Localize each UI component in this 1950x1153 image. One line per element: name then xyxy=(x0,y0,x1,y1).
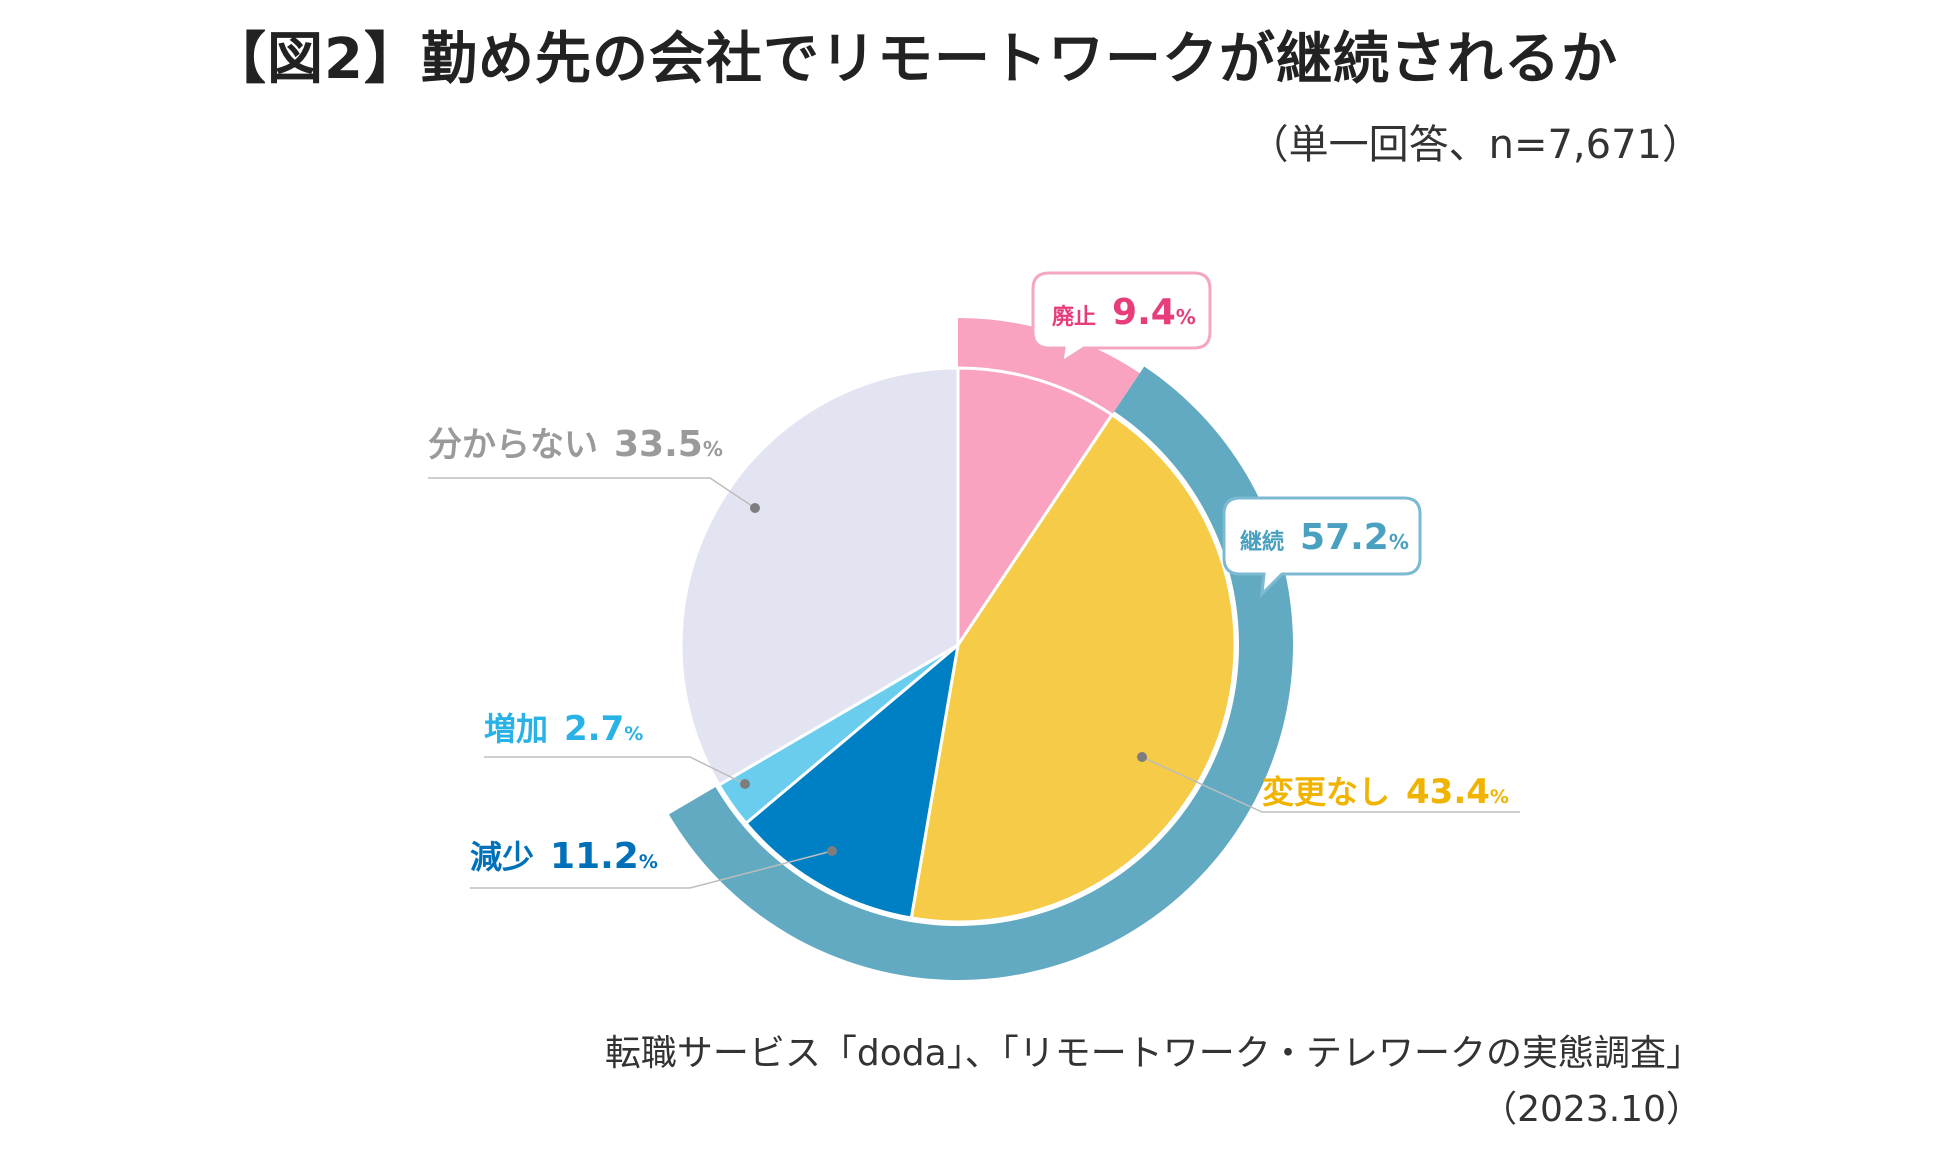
source-line-2: （2023.10） xyxy=(1481,1089,1702,1130)
leader-henkounashi-line xyxy=(1141,756,1520,813)
label-wakaranai: 分からない 33.5% xyxy=(428,424,723,465)
slice-wakaranai xyxy=(679,366,960,787)
chart-subtitle: （単一回答、n=7,671） xyxy=(1248,122,1702,168)
leader-wakaranai-dot xyxy=(750,503,760,513)
label-genshou-percent: % xyxy=(639,851,658,873)
label-keizoku-percent: % xyxy=(1389,530,1409,554)
label-wakaranai-category: 分からない xyxy=(428,425,598,465)
label-haishi-value: 9.4 xyxy=(1112,292,1176,333)
label-henkounashi: 変更なし 43.4% xyxy=(1262,772,1509,812)
label-keizoku-value: 57.2 xyxy=(1300,517,1389,558)
label-zouka-percent: % xyxy=(624,723,643,745)
label-wakaranai-value: 33.5 xyxy=(614,424,703,465)
label-genshou-category: 減少 xyxy=(470,838,534,876)
label-zouka: 増加 2.7% xyxy=(484,709,643,749)
slice-genshou xyxy=(744,643,960,920)
callout-haishi xyxy=(1031,271,1212,366)
leader-genshou-dot xyxy=(827,846,837,856)
label-henkounashi-value: 43.4 xyxy=(1406,772,1490,812)
callout-keizoku xyxy=(1222,496,1422,599)
slice-haishi xyxy=(956,366,1114,647)
label-haishi: 廃止 9.4% xyxy=(1052,292,1196,333)
leader-wakaranai-line xyxy=(428,477,756,509)
leader-zouka-dot xyxy=(740,779,750,789)
ring-haishi xyxy=(958,318,1140,415)
label-keizoku: 継続 57.2% xyxy=(1240,517,1409,558)
source-line-1: 転職サービス「doda」、「リモートワーク・テレワークの実態調査」 xyxy=(604,1033,1702,1074)
label-genshou-value: 11.2 xyxy=(550,836,639,877)
leader-henkounashi-dot xyxy=(1137,752,1147,762)
leader-zouka-line xyxy=(484,756,746,785)
label-haishi-category: 廃止 xyxy=(1052,304,1096,330)
label-wakaranai-percent: % xyxy=(703,437,723,461)
chart-title: 【図2】勤め先の会社でリモートワークが継続されるか xyxy=(210,27,1618,92)
label-haishi-percent: % xyxy=(1176,305,1196,329)
label-henkounashi-percent: % xyxy=(1490,786,1509,808)
slice-henkounashi xyxy=(909,413,1237,924)
label-zouka-category: 増加 xyxy=(484,710,548,748)
label-henkounashi-category: 変更なし xyxy=(1262,773,1390,811)
leader-genshou-line xyxy=(470,850,833,889)
label-zouka-value: 2.7 xyxy=(564,709,624,749)
label-genshou: 減少 11.2% xyxy=(470,836,658,877)
label-keizoku-category: 継続 xyxy=(1240,529,1284,555)
source-note: 転職サービス「doda」、「リモートワーク・テレワークの実態調査」 （2023.… xyxy=(605,1026,1702,1138)
